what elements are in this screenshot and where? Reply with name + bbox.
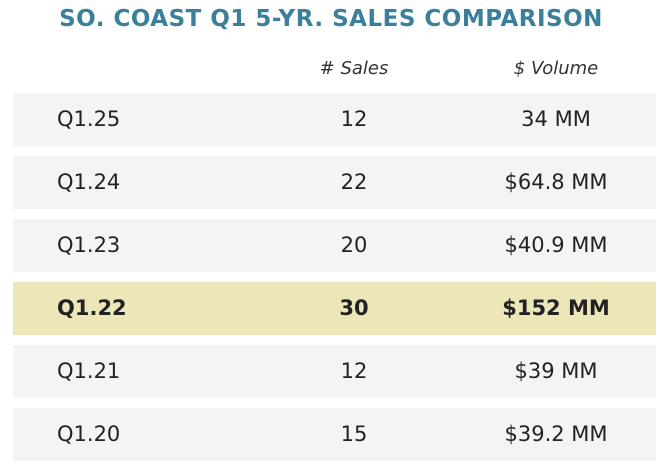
volume-cell: $39 MM [514, 359, 598, 383]
volume-cell: $40.9 MM [504, 233, 608, 257]
table-title: SO. COAST Q1 5-YR. SALES COMPARISON [59, 6, 603, 32]
table-row: Q1.23 20 $40.9 MM [13, 219, 656, 272]
quarter-cell: Q1.23 [57, 233, 121, 257]
table-row: Q1.20 15 $39.2 MM [13, 408, 656, 461]
quarter-cell: Q1.22 [57, 296, 127, 320]
volume-cell: $152 MM [502, 296, 610, 320]
table-row: Q1.24 22 $64.8 MM [13, 156, 656, 209]
sales-count-cell: 30 [339, 296, 369, 320]
table-row: Q1.21 12 $39 MM [13, 345, 656, 398]
quarter-cell: Q1.21 [57, 359, 121, 383]
volume-cell: 34 MM [521, 107, 591, 131]
sales-count-cell: 12 [340, 359, 368, 383]
sales-count-cell: 15 [340, 422, 368, 446]
sales-count-cell: 20 [340, 233, 368, 257]
table-body: Q1.25 12 34 MM Q1.24 22 $64.8 MM Q1.23 2… [13, 93, 656, 471]
table-row: Q1.25 12 34 MM [13, 93, 656, 146]
volume-cell: $64.8 MM [504, 170, 608, 194]
table-row-highlighted: Q1.22 30 $152 MM [13, 282, 656, 335]
column-header-sales: # Sales [319, 58, 389, 79]
quarter-cell: Q1.20 [57, 422, 121, 446]
column-header-volume: $ Volume [513, 58, 599, 79]
table-header: # Sales $ Volume [13, 58, 656, 84]
sales-count-cell: 12 [340, 107, 368, 131]
volume-cell: $39.2 MM [504, 422, 608, 446]
quarter-cell: Q1.24 [57, 170, 121, 194]
sales-count-cell: 22 [340, 170, 368, 194]
quarter-cell: Q1.25 [57, 107, 121, 131]
